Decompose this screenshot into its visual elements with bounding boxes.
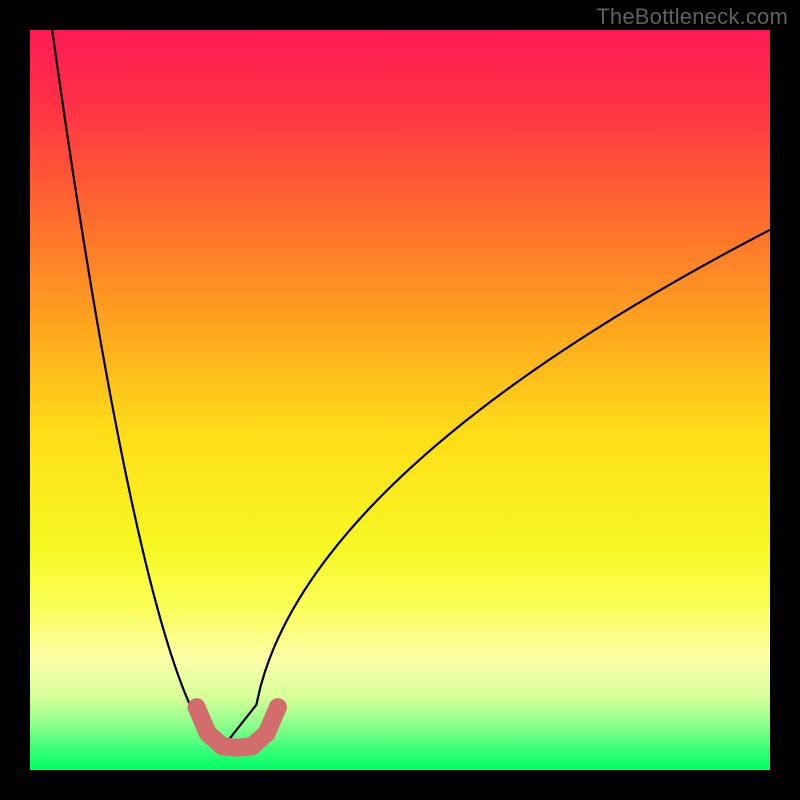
bottleneck-curve-chart	[0, 0, 800, 800]
watermark-text: TheBottleneck.com	[596, 4, 788, 30]
plot-background	[30, 30, 770, 770]
chart-container: TheBottleneck.com	[0, 0, 800, 800]
